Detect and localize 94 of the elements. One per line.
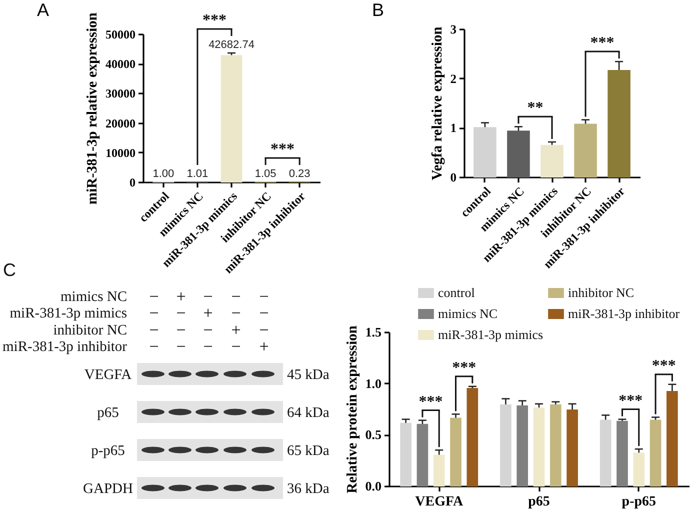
text: − xyxy=(149,337,159,356)
bar xyxy=(533,407,545,486)
y-tick-label: 40000 xyxy=(106,57,136,72)
text: − xyxy=(259,287,269,306)
chart-title: B xyxy=(372,0,384,20)
x-tick-label: p-p65 xyxy=(622,494,656,510)
text: − xyxy=(259,304,269,323)
legend-label: inhibitor NC xyxy=(568,285,634,300)
legend-label: control xyxy=(438,285,476,300)
text: inhibitor NC xyxy=(53,322,127,338)
text: + xyxy=(203,304,213,323)
y-axis-title: miR-381-3p relative expression xyxy=(84,12,100,204)
text: miR-381-3p mimics xyxy=(10,306,128,322)
y-tick-label: 30000 xyxy=(106,86,136,101)
text: p-p65 xyxy=(91,443,125,459)
text: − xyxy=(149,320,159,340)
annotation: *** xyxy=(652,357,676,374)
y-tick-label: 20000 xyxy=(106,116,136,130)
y-tick-label: 0 xyxy=(450,170,456,184)
bar xyxy=(608,70,630,178)
text: 36 kDa xyxy=(287,481,330,497)
y-tick-label: 0.0 xyxy=(365,478,382,494)
text: + xyxy=(259,337,269,356)
legend-label: miR-381-3p inhibitor xyxy=(568,306,680,321)
bar xyxy=(507,130,530,178)
bar xyxy=(500,404,512,486)
bar xyxy=(516,405,528,486)
legend-label: mimics NC xyxy=(438,306,498,321)
annotation: *** xyxy=(202,12,226,29)
bar xyxy=(416,424,428,486)
text: VEGFA xyxy=(84,367,132,383)
y-tick-label: 0.5 xyxy=(365,427,382,442)
text: − xyxy=(176,304,186,323)
text: p65 xyxy=(97,405,119,421)
bar xyxy=(450,418,462,486)
y-tick-label: 1.5 xyxy=(365,324,382,340)
text: − xyxy=(231,337,241,356)
text: − xyxy=(176,320,186,340)
y-tick-label: 2 xyxy=(450,72,456,86)
annotation: *** xyxy=(270,140,295,158)
annotation: *** xyxy=(452,359,476,376)
bar xyxy=(550,404,562,486)
y-tick-label: 1 xyxy=(450,121,456,136)
text: 64 kDa xyxy=(287,405,330,421)
x-tick-label: p65 xyxy=(528,494,550,510)
text: miR-381-3p inhibitor xyxy=(2,339,128,356)
text: − xyxy=(231,287,241,306)
data-label: 1.01 xyxy=(186,168,208,180)
data-label: 1.00 xyxy=(152,168,174,180)
text: C xyxy=(3,260,16,280)
chart-title: A xyxy=(37,0,50,20)
text: − xyxy=(176,337,186,356)
bar xyxy=(433,454,445,486)
text: mimics NC xyxy=(60,289,127,305)
text: − xyxy=(203,337,213,356)
text: − xyxy=(203,287,213,306)
legend-label: miR-381-3p mimics xyxy=(438,327,544,342)
annotation: *** xyxy=(418,393,443,410)
bar xyxy=(650,420,662,486)
y-tick-label: 3 xyxy=(450,22,456,36)
bar xyxy=(616,420,628,486)
text: GAPDH xyxy=(83,481,134,497)
y-tick-label: 10000 xyxy=(106,146,136,160)
text: + xyxy=(231,320,241,340)
annotation: ** xyxy=(527,100,544,117)
bar xyxy=(400,422,412,486)
y-tick-label: 50000 xyxy=(106,28,136,42)
y-tick-label: 0 xyxy=(130,176,136,190)
bar xyxy=(466,388,478,486)
data-label: 1.05 xyxy=(254,168,276,180)
y-tick-label: 1.0 xyxy=(365,376,382,391)
bar xyxy=(666,391,678,486)
bar xyxy=(220,55,242,182)
annotation: *** xyxy=(590,34,614,52)
data-label: 42682.74 xyxy=(208,38,254,51)
text: − xyxy=(231,304,241,323)
bar xyxy=(474,127,496,178)
y-axis-title: Relative protein expression xyxy=(344,326,360,494)
text: − xyxy=(149,287,159,306)
x-tick-label: VEGFA xyxy=(415,494,464,510)
annotation: *** xyxy=(618,392,643,410)
data-label: 0.23 xyxy=(288,168,310,180)
bar xyxy=(600,420,612,486)
text: − xyxy=(203,320,213,340)
text: 45 kDa xyxy=(287,367,330,383)
text: − xyxy=(149,304,159,323)
text: + xyxy=(176,287,186,306)
text: − xyxy=(259,320,269,340)
y-axis-title: Vegfa relative expression xyxy=(429,26,446,180)
text: 65 kDa xyxy=(287,443,330,459)
bar xyxy=(566,410,578,486)
bar xyxy=(633,452,645,486)
bar xyxy=(540,144,564,178)
bar xyxy=(574,124,597,178)
